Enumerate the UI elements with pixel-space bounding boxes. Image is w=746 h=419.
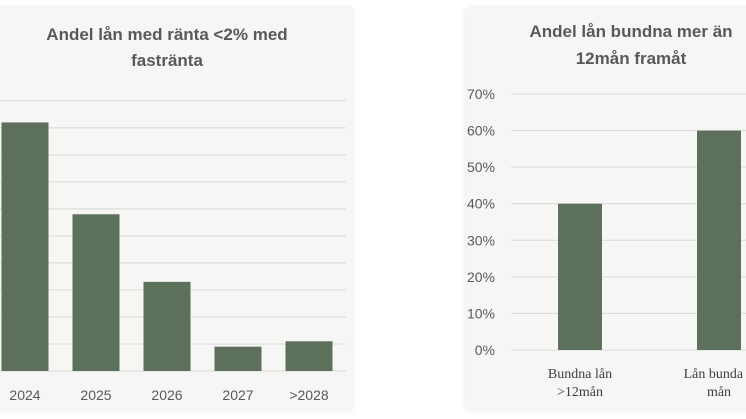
- left-chart-x-label-4: >2028: [289, 387, 329, 403]
- left-chart-panel: Andel lån med ränta <2% med fastränta 20…: [0, 8, 352, 410]
- right-chart-y-tick-label-6: 60%: [467, 123, 495, 139]
- right-chart-x-labels: Bundna lån>12mån Lån bunda <mån: [548, 367, 746, 400]
- right-chart-y-tick-label-1: 10%: [467, 305, 495, 321]
- right-chart-bar-1: [697, 130, 741, 350]
- right-chart-y-tick-label-0: 0%: [475, 342, 495, 358]
- left-chart-gridlines: [0, 100, 346, 372]
- right-chart-y-ticks: 0% 10% 20% 30% 40% 50% 60% 70%: [467, 86, 495, 358]
- right-chart-panel: Andel lån bundna mer än 12mån framåt 0% 1…: [466, 8, 746, 410]
- right-chart-x-label-1: Lån bunda <mån: [684, 367, 746, 400]
- right-chart-title-line-1: Andel lån bundna mer än: [529, 22, 732, 41]
- right-chart-bars: [558, 130, 741, 350]
- left-chart-x-label-0: 2024: [9, 387, 40, 403]
- right-chart-x-label-0: Bundna lån >12mån: [548, 367, 612, 400]
- right-chart-y-tick-label-4: 40%: [467, 196, 495, 212]
- left-chart-x-label-2: 2026: [151, 387, 182, 403]
- left-chart-x-label-3: 2027: [222, 387, 253, 403]
- right-chart-svg: Andel lån bundna mer än 12mån framåt 0% 1…: [467, 22, 746, 400]
- right-chart-y-tick-label-5: 50%: [467, 159, 495, 175]
- right-chart-bar-0: [558, 203, 602, 350]
- left-chart-bars: [1, 122, 333, 371]
- left-chart-bar-4: [285, 341, 333, 371]
- left-chart-title-line-2: fastränta: [131, 51, 203, 70]
- left-chart-bar-1: [72, 214, 120, 371]
- left-chart-bar-0: [1, 122, 49, 371]
- right-chart-title-line-2: 12mån framåt: [576, 49, 687, 68]
- left-chart-bar-2: [143, 281, 191, 371]
- right-chart-y-tick-label-2: 20%: [467, 269, 495, 285]
- right-chart-y-tick-label-3: 30%: [467, 232, 495, 248]
- left-chart-title-line-1: Andel lån med ränta <2% med: [46, 25, 287, 44]
- left-chart-svg: Andel lån med ränta <2% med fastränta 20…: [0, 25, 346, 403]
- right-chart-y-tick-label-7: 70%: [467, 86, 495, 102]
- left-chart-x-labels: 2024 2025 2026 2027 >2028: [9, 387, 328, 403]
- left-chart-bar-3: [214, 346, 262, 371]
- left-chart-x-label-1: 2025: [80, 387, 111, 403]
